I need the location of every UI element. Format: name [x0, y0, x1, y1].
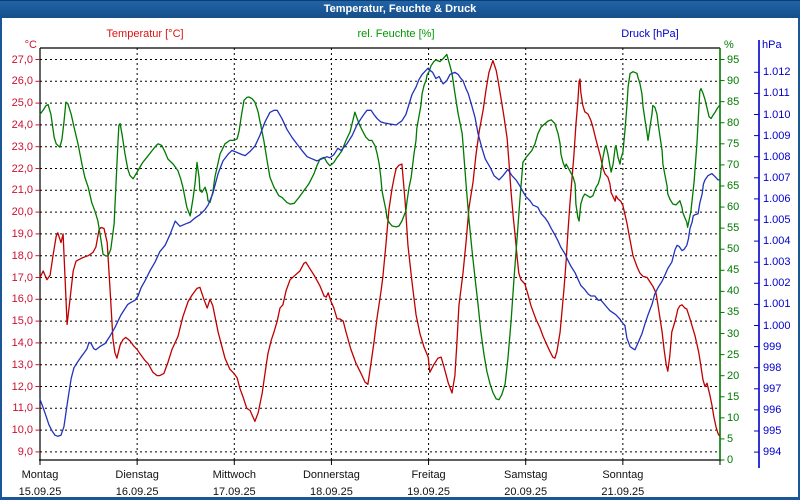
day-date-label: 17.09.25 — [212, 486, 256, 498]
pressure-tick-label: 1.005 — [763, 214, 791, 226]
title-bar: Temperatur, Feuchte & Druck — [0, 0, 800, 18]
humidity-tick-label: 40 — [727, 285, 740, 297]
humidity-tick-label: 50 — [727, 243, 740, 255]
window-title: Temperatur, Feuchte & Druck — [323, 3, 477, 15]
pressure-tick-label: 1.002 — [763, 277, 791, 289]
humidity-tick-label: 15 — [727, 391, 740, 403]
temperature-tick-label: 21,0 — [11, 184, 33, 196]
pressure-tick-label: 1.003 — [763, 256, 791, 268]
humidity-series — [39, 53, 720, 401]
pressure-tick-label: 1.007 — [763, 172, 791, 184]
window-border-left — [0, 18, 2, 500]
day-date-label: 18.09.25 — [310, 486, 353, 498]
temperature-tick-label: 23,0 — [11, 141, 33, 153]
temperature-tick-label: 14,0 — [11, 337, 33, 349]
humidity-tick-label: 95 — [727, 54, 740, 66]
pressure-tick-label: 1.001 — [763, 298, 791, 310]
pressure-tick-label: 996 — [763, 404, 782, 416]
humidity-tick-label: 80 — [727, 117, 740, 129]
day-date-label: 16.09.25 — [115, 486, 159, 498]
humidity-tick-label: 20 — [727, 370, 740, 382]
day-name-label: Montag — [21, 469, 59, 481]
temperature-tick-label: 11,0 — [12, 402, 33, 414]
humidity-tick-label: 25 — [727, 349, 740, 361]
humidity-tick-label: 70 — [727, 159, 740, 171]
window-border-bottom — [0, 497, 800, 500]
humidity-tick-label: 0 — [727, 454, 734, 466]
temperature-tick-label: 26,0 — [11, 75, 33, 87]
temperature-tick-label: 20,0 — [11, 206, 33, 218]
temperature-header-label: Temperatur [°C] — [106, 28, 184, 40]
day-name-label: Donnerstag — [302, 469, 360, 481]
humidity-tick-label: 5 — [727, 433, 734, 445]
temperature-tick-label: 27,0 — [11, 54, 33, 66]
temperature-tick-label: 16,0 — [11, 293, 33, 305]
humidity-tick-label: 10 — [727, 412, 740, 424]
humidity-tick-label: 85 — [727, 96, 740, 108]
temperature-tick-label: 13,0 — [11, 359, 33, 371]
temperature-axis-unit: °C — [24, 39, 37, 51]
temperature-tick-label: 17,0 — [11, 272, 33, 284]
pressure-tick-label: 1.011 — [763, 87, 790, 99]
window-border-right — [798, 18, 800, 500]
plot-svg — [35, 40, 760, 468]
pressure-tick-label: 997 — [763, 383, 782, 395]
temperature-tick-label: 10,0 — [11, 424, 33, 436]
pressure-tick-label: 1.010 — [763, 109, 791, 121]
pressure-tick-label: 1.008 — [763, 151, 791, 163]
day-name-label: Sonntag — [602, 469, 644, 481]
temperature-tick-label: 19,0 — [11, 228, 33, 240]
pressure-header-label: Druck [hPa] — [621, 28, 679, 40]
temperature-tick-label: 12,0 — [11, 381, 33, 393]
pressure-series — [39, 67, 720, 437]
pressure-tick-label: 1.009 — [763, 130, 791, 142]
pressure-tick-label: 1.000 — [763, 320, 791, 332]
pressure-tick-label: 999 — [763, 341, 782, 353]
humidity-axis-unit: % — [724, 39, 734, 51]
temperature-tick-label: 15,0 — [11, 315, 33, 327]
humidity-tick-label: 45 — [727, 264, 740, 276]
day-name-label: Samstag — [503, 469, 548, 481]
day-date-label: 20.09.25 — [504, 486, 548, 498]
humidity-tick-label: 35 — [727, 306, 740, 318]
pressure-tick-label: 994 — [763, 446, 782, 458]
pressure-tick-label: 1.006 — [763, 193, 791, 205]
temperature-tick-label: 24,0 — [11, 119, 33, 131]
humidity-header-label: rel. Feuchte [%] — [357, 28, 435, 40]
chart-area: Temperatur [°C] rel. Feuchte [%] Druck [… — [0, 18, 800, 500]
day-name-label: Freitag — [411, 469, 446, 481]
humidity-tick-label: 90 — [727, 75, 740, 87]
day-name-label: Mittwoch — [212, 469, 256, 481]
humidity-tick-label: 55 — [727, 222, 740, 234]
day-name-label: Dienstag — [115, 469, 159, 481]
humidity-tick-label: 30 — [727, 328, 740, 340]
temperature-series — [39, 59, 720, 437]
humidity-tick-label: 60 — [727, 201, 740, 213]
humidity-tick-label: 75 — [727, 138, 740, 150]
pressure-tick-label: 1.012 — [763, 66, 791, 78]
day-date-label: 19.09.25 — [407, 486, 450, 498]
temperature-tick-label: 25,0 — [11, 97, 33, 109]
pressure-axis-unit: hPa — [762, 39, 782, 51]
pressure-tick-label: 998 — [763, 362, 782, 374]
day-date-label: 21.09.25 — [601, 486, 645, 498]
day-date-label: 15.09.25 — [18, 486, 62, 498]
pressure-tick-label: 995 — [763, 425, 782, 437]
temperature-tick-label: 18,0 — [11, 250, 33, 262]
pressure-tick-label: 1.004 — [763, 235, 791, 247]
temperature-tick-label: 9,0 — [17, 446, 33, 458]
humidity-tick-label: 65 — [727, 180, 740, 192]
temperature-tick-label: 22,0 — [11, 163, 33, 175]
